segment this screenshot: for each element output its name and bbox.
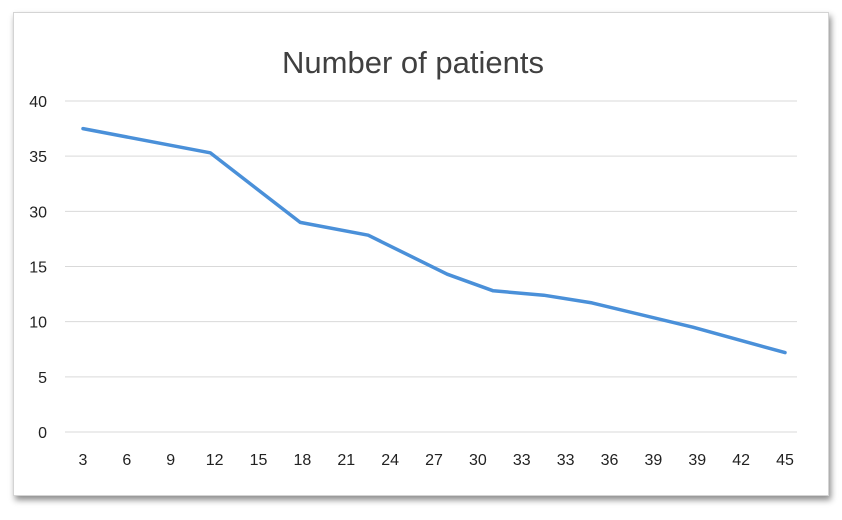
x-tick-label: 39 <box>688 452 706 469</box>
x-tick-label: 15 <box>250 452 268 469</box>
x-tick-label: 27 <box>425 452 443 469</box>
x-tick-label: 30 <box>469 452 487 469</box>
x-tick-label: 39 <box>644 452 662 469</box>
x-tick-label: 21 <box>337 452 355 469</box>
y-tick-label: 10 <box>29 315 47 332</box>
y-tick-label: 30 <box>29 204 47 221</box>
x-tick-label: 45 <box>776 452 794 469</box>
chart-title: Number of patients <box>282 45 544 80</box>
y-tick-label: 35 <box>29 149 47 166</box>
chart-frame <box>13 12 829 496</box>
x-tick-label: 33 <box>557 452 575 469</box>
x-tick-label: 6 <box>122 452 131 469</box>
y-tick-label: 0 <box>38 425 47 442</box>
y-tick-label: 15 <box>29 259 47 276</box>
series-lines <box>81 126 787 355</box>
x-tick-label: 18 <box>293 452 311 469</box>
x-tick-label: 12 <box>206 452 224 469</box>
gridlines <box>65 100 797 433</box>
x-tick-label: 3 <box>79 452 88 469</box>
x-tick-label: 42 <box>732 452 750 469</box>
series-line <box>81 126 787 355</box>
x-tick-label: 9 <box>166 452 175 469</box>
x-tick-label: 36 <box>601 452 619 469</box>
y-axis-ticks: 0 5 10 15 30 35 40 <box>29 94 47 442</box>
y-tick-label: 5 <box>38 370 47 387</box>
x-axis-ticks: 3 6 9 12 15 18 21 24 27 30 33 33 36 39 39 42 45 <box>79 452 794 469</box>
x-tick-label: 24 <box>381 452 399 469</box>
y-tick-label: 40 <box>29 94 47 111</box>
x-tick-label: 33 <box>513 452 531 469</box>
